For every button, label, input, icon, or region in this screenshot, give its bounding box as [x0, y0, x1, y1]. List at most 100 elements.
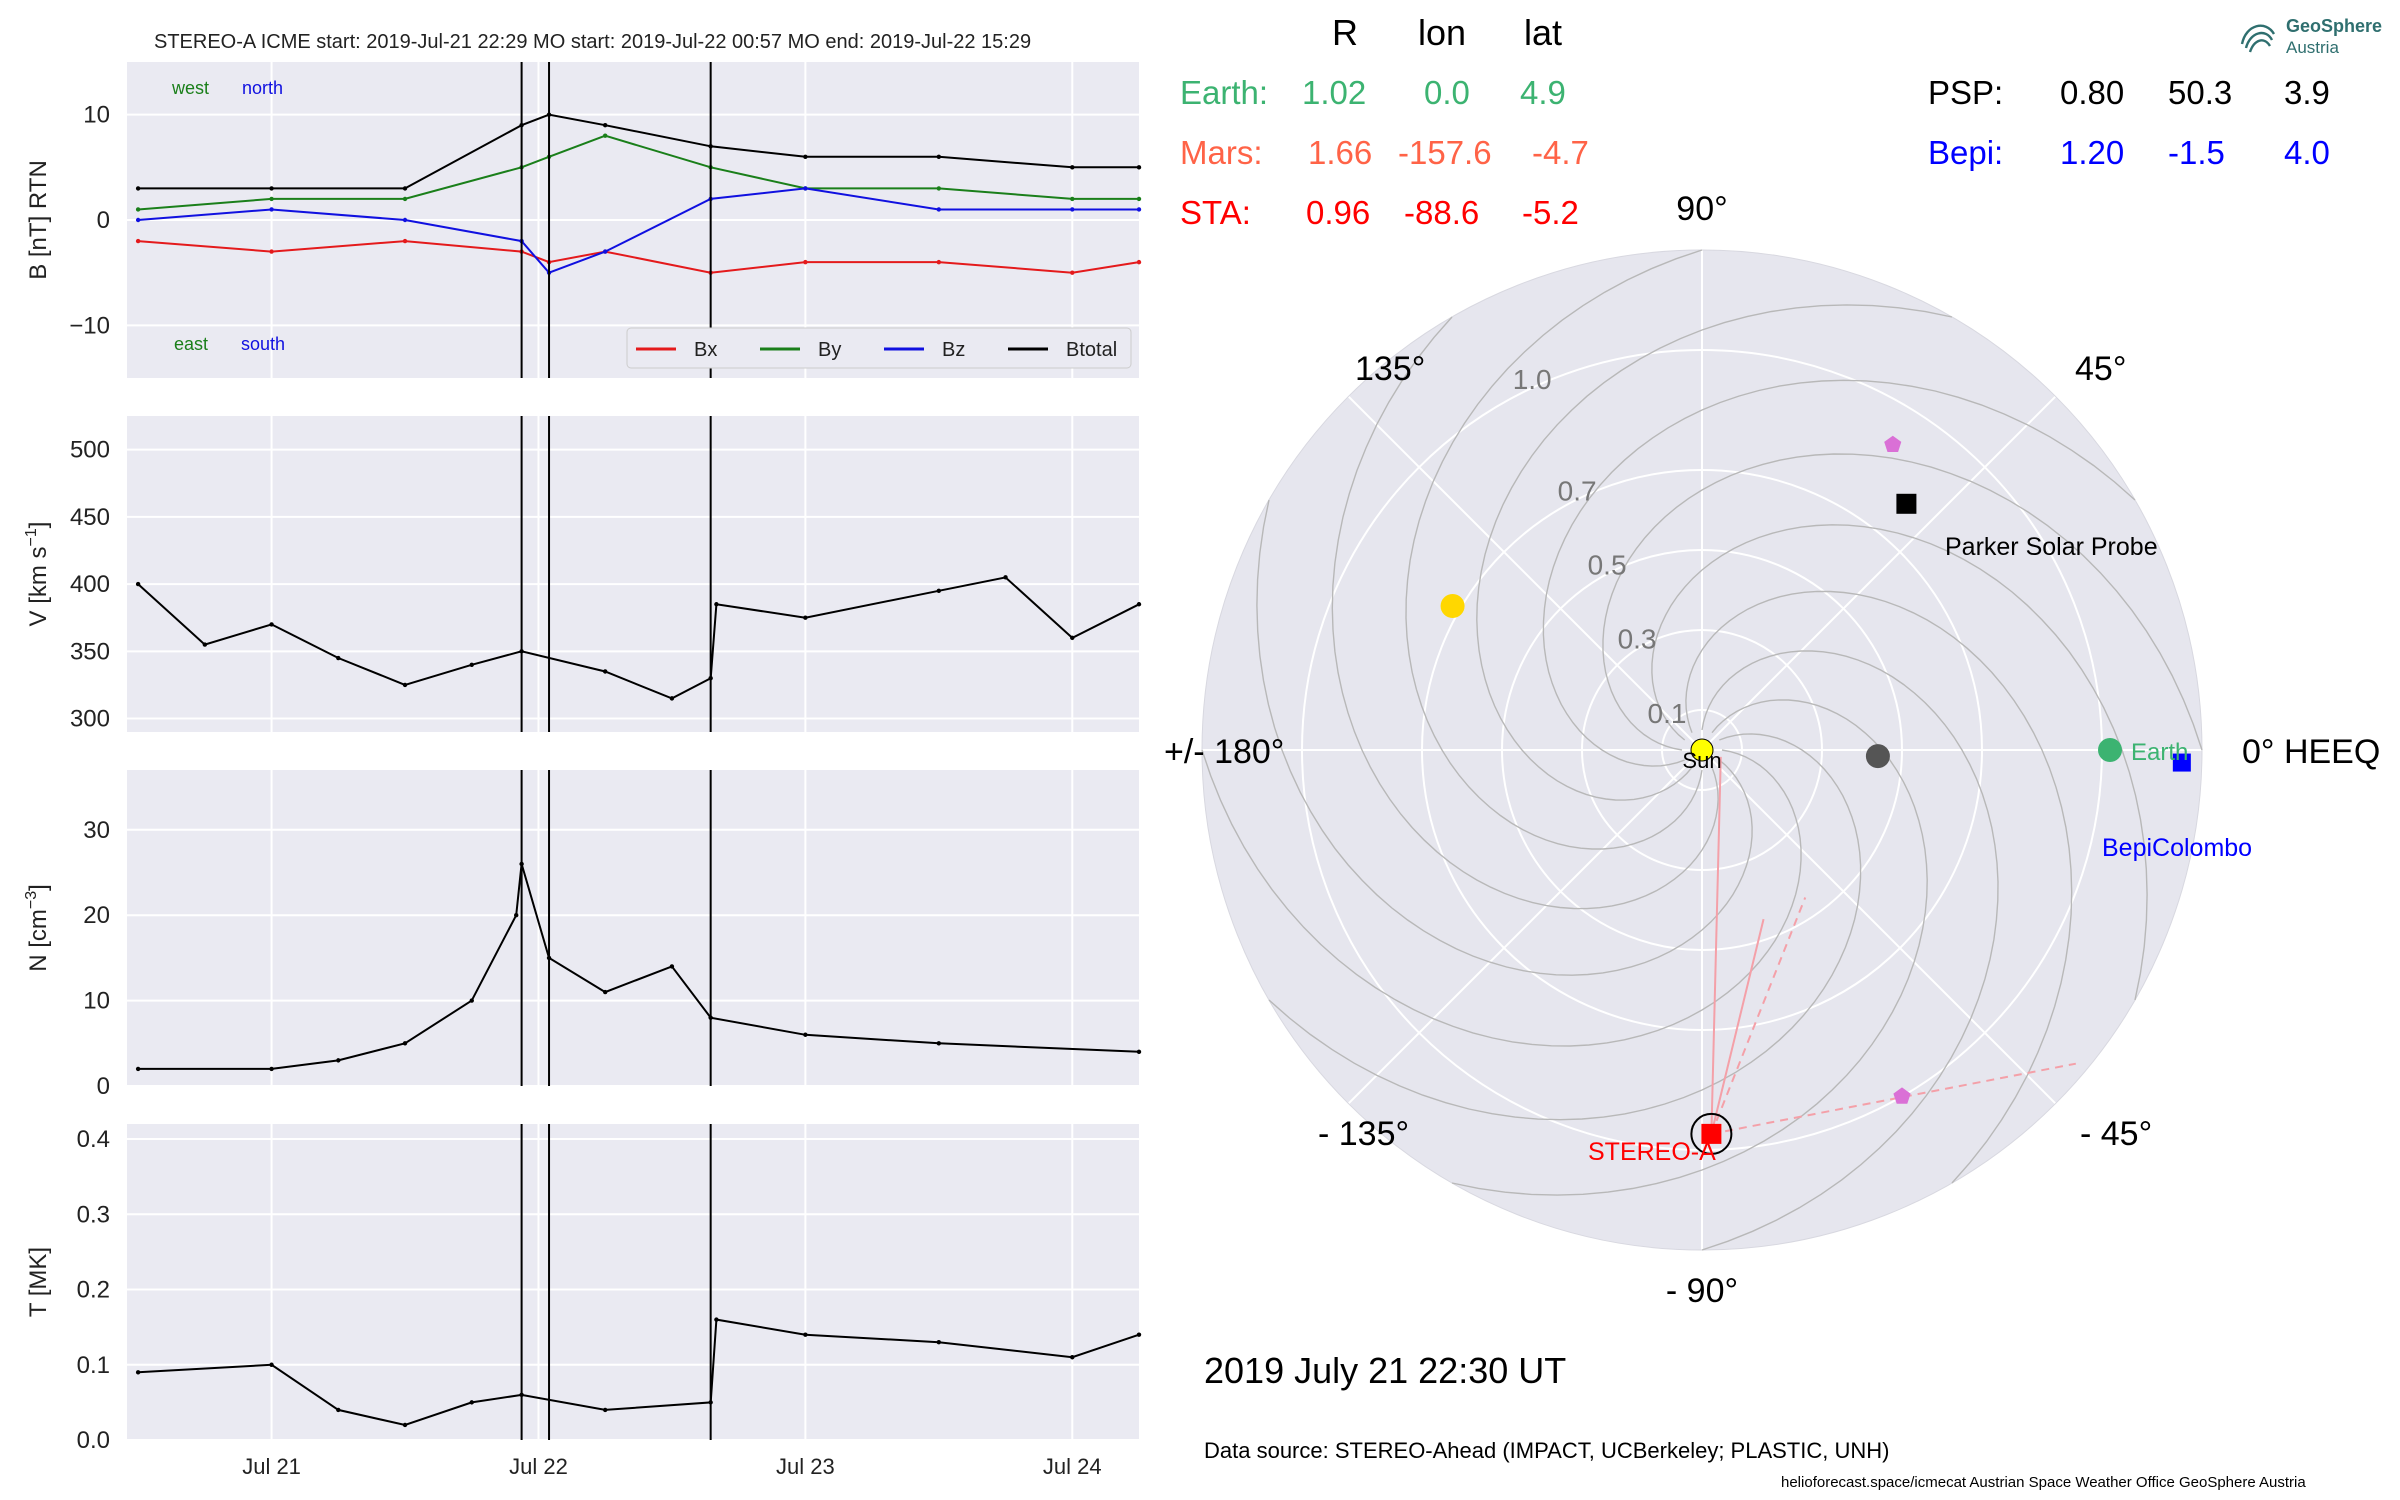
density-panel — [127, 770, 1139, 1086]
bfield-legend: Bx By Bz Btotal — [626, 327, 1132, 369]
bfield-point-bz — [803, 186, 808, 191]
footer-credits: helioforecast.space/icmecat Austrian Spa… — [1781, 1474, 2306, 1491]
density-point-value — [402, 1041, 408, 1046]
angular-grid-line — [1347, 395, 1703, 751]
angle-label-135: 135° — [1355, 350, 1425, 388]
bfield-point-bx — [936, 259, 942, 265]
velocity-ytick-label: 450 — [70, 504, 110, 531]
bfield-point-bz — [1070, 207, 1075, 212]
angle-label-minus-135: - 135° — [1318, 1115, 1409, 1153]
psp-row-lat: 3.9 — [2284, 74, 2330, 111]
data-source: Data source: STEREO-Ahead (IMPACT, UCBer… — [1204, 1438, 1890, 1463]
angle-label-45: 45° — [2075, 350, 2126, 388]
earth-row-lat: 4.9 — [1520, 74, 1566, 111]
psp-row-lon: 50.3 — [2168, 74, 2233, 111]
bfield-ytick-label: −10 — [69, 312, 110, 339]
parker-spiral-line — [1602, 453, 2203, 751]
bfield-point-btotal — [602, 123, 608, 128]
density-ytick-label: 20 — [83, 902, 110, 929]
temperature-ytick-label: 0.4 — [77, 1126, 110, 1153]
bfield-point-btotal — [402, 186, 408, 191]
density-point-value — [135, 1066, 141, 1072]
bfield-point-by — [1070, 196, 1075, 202]
bepi-row-lon: -1.5 — [2168, 134, 2225, 171]
earth-row-r: 1.02 — [1302, 74, 1367, 111]
velocity-ytick-label: 500 — [70, 437, 110, 464]
logo-line1: GeoSphere — [2286, 16, 2383, 36]
angle-label-minus-45: - 45° — [2080, 1115, 2152, 1153]
sun-label: Sun — [1682, 748, 1721, 773]
mercury-marker — [1865, 744, 1890, 769]
velocity-ytick-label: 300 — [70, 706, 110, 733]
parker-spiral-line — [1256, 499, 1753, 976]
radial-tick-label: 0.5 — [1588, 550, 1627, 581]
sta-field-line — [1710, 918, 1765, 1135]
stereo-a-label: STEREO-A — [1588, 1138, 1716, 1166]
bfield-ytick-label: 10 — [83, 102, 110, 129]
sta-row-lat: -5.2 — [1522, 194, 1579, 231]
velocity-point-value — [714, 602, 719, 607]
density-point-value — [269, 1066, 274, 1072]
bfield-point-bx — [135, 238, 141, 244]
north-label: north — [242, 78, 283, 98]
density-point-value — [803, 1032, 808, 1037]
radial-tick-label: 1.0 — [1513, 364, 1552, 395]
velocity-point-value — [1070, 635, 1075, 641]
temperature-point-value — [803, 1332, 808, 1337]
parker-spiral-line — [1542, 379, 2136, 767]
sta-field-line — [1710, 756, 1722, 1134]
parker-spiral-line — [1685, 590, 2073, 1184]
radial-tick-label: 0.3 — [1618, 624, 1657, 655]
velocity-panel — [127, 416, 1139, 732]
radial-tick-label: 0.7 — [1558, 475, 1597, 506]
density-point-value — [514, 912, 519, 918]
bepi-label: BepiColombo — [2102, 834, 2252, 862]
psp-label: Parker Solar Probe — [1945, 533, 2158, 561]
temperature-point-value — [714, 1317, 719, 1322]
bepi-marker — [2172, 753, 2191, 772]
velocity-ytick-label: 400 — [70, 571, 110, 598]
xtick-label: Jul 21 — [242, 1454, 301, 1479]
parker-spiral-line — [1268, 733, 1862, 1121]
mars-row-lon: -157.6 — [1398, 134, 1492, 171]
density-point-value — [936, 1041, 942, 1046]
bepi-row-r: 1.20 — [2060, 134, 2125, 171]
sta-row-r: 0.96 — [1306, 194, 1371, 231]
bfield-ylabel: B [nT] RTN — [25, 160, 52, 280]
west-label: west — [171, 78, 209, 98]
angular-grid-line — [1347, 749, 1703, 1105]
density-series-value — [138, 863, 1140, 1070]
earth-label: Earth — [2131, 739, 2188, 766]
mars-row-r: 1.66 — [1308, 134, 1373, 171]
xtick-label: Jul 23 — [776, 1454, 835, 1479]
parker-spiral-line — [1331, 316, 1719, 910]
bfield-point-bz — [602, 249, 608, 254]
east-label: east — [174, 334, 208, 354]
angular-grid-line — [1701, 395, 2057, 751]
angular-grid-line — [1701, 749, 2057, 1105]
temperature-panel — [127, 1124, 1139, 1440]
sta-row-name: STA: — [1180, 194, 1251, 231]
bfield-point-by — [402, 196, 408, 202]
header-text: STEREO-A ICME start: 2019-Jul-21 22:29 M… — [154, 31, 1031, 53]
temperature-ytick-label: 0.1 — [77, 1352, 110, 1379]
angle-label-minus-90: - 90° — [1666, 1272, 1738, 1310]
bfield-point-bz — [269, 207, 274, 212]
psp-row-r: 0.80 — [2060, 74, 2125, 111]
bfield-point-bx — [269, 249, 274, 254]
bfield-point-btotal — [269, 186, 274, 191]
xtick-label: Jul 24 — [1043, 1454, 1102, 1479]
velocity-point-value — [202, 642, 208, 647]
bfield-point-btotal — [1136, 165, 1142, 170]
velocity-point-value — [1003, 575, 1008, 580]
temperature-ylabel: T [MK] — [25, 1247, 52, 1317]
velocity-ylabel: V [km s−1] — [23, 522, 52, 627]
header-lat: lat — [1524, 12, 1563, 53]
mars-row-lat: -4.7 — [1532, 134, 1589, 171]
velocity-point-value — [803, 615, 808, 620]
velocity-point-value — [469, 662, 474, 667]
bfield-point-bx — [402, 238, 408, 244]
sta-field-line — [1710, 897, 1807, 1135]
earth-row-name: Earth: — [1180, 74, 1269, 111]
bfield-point-btotal — [803, 154, 808, 159]
